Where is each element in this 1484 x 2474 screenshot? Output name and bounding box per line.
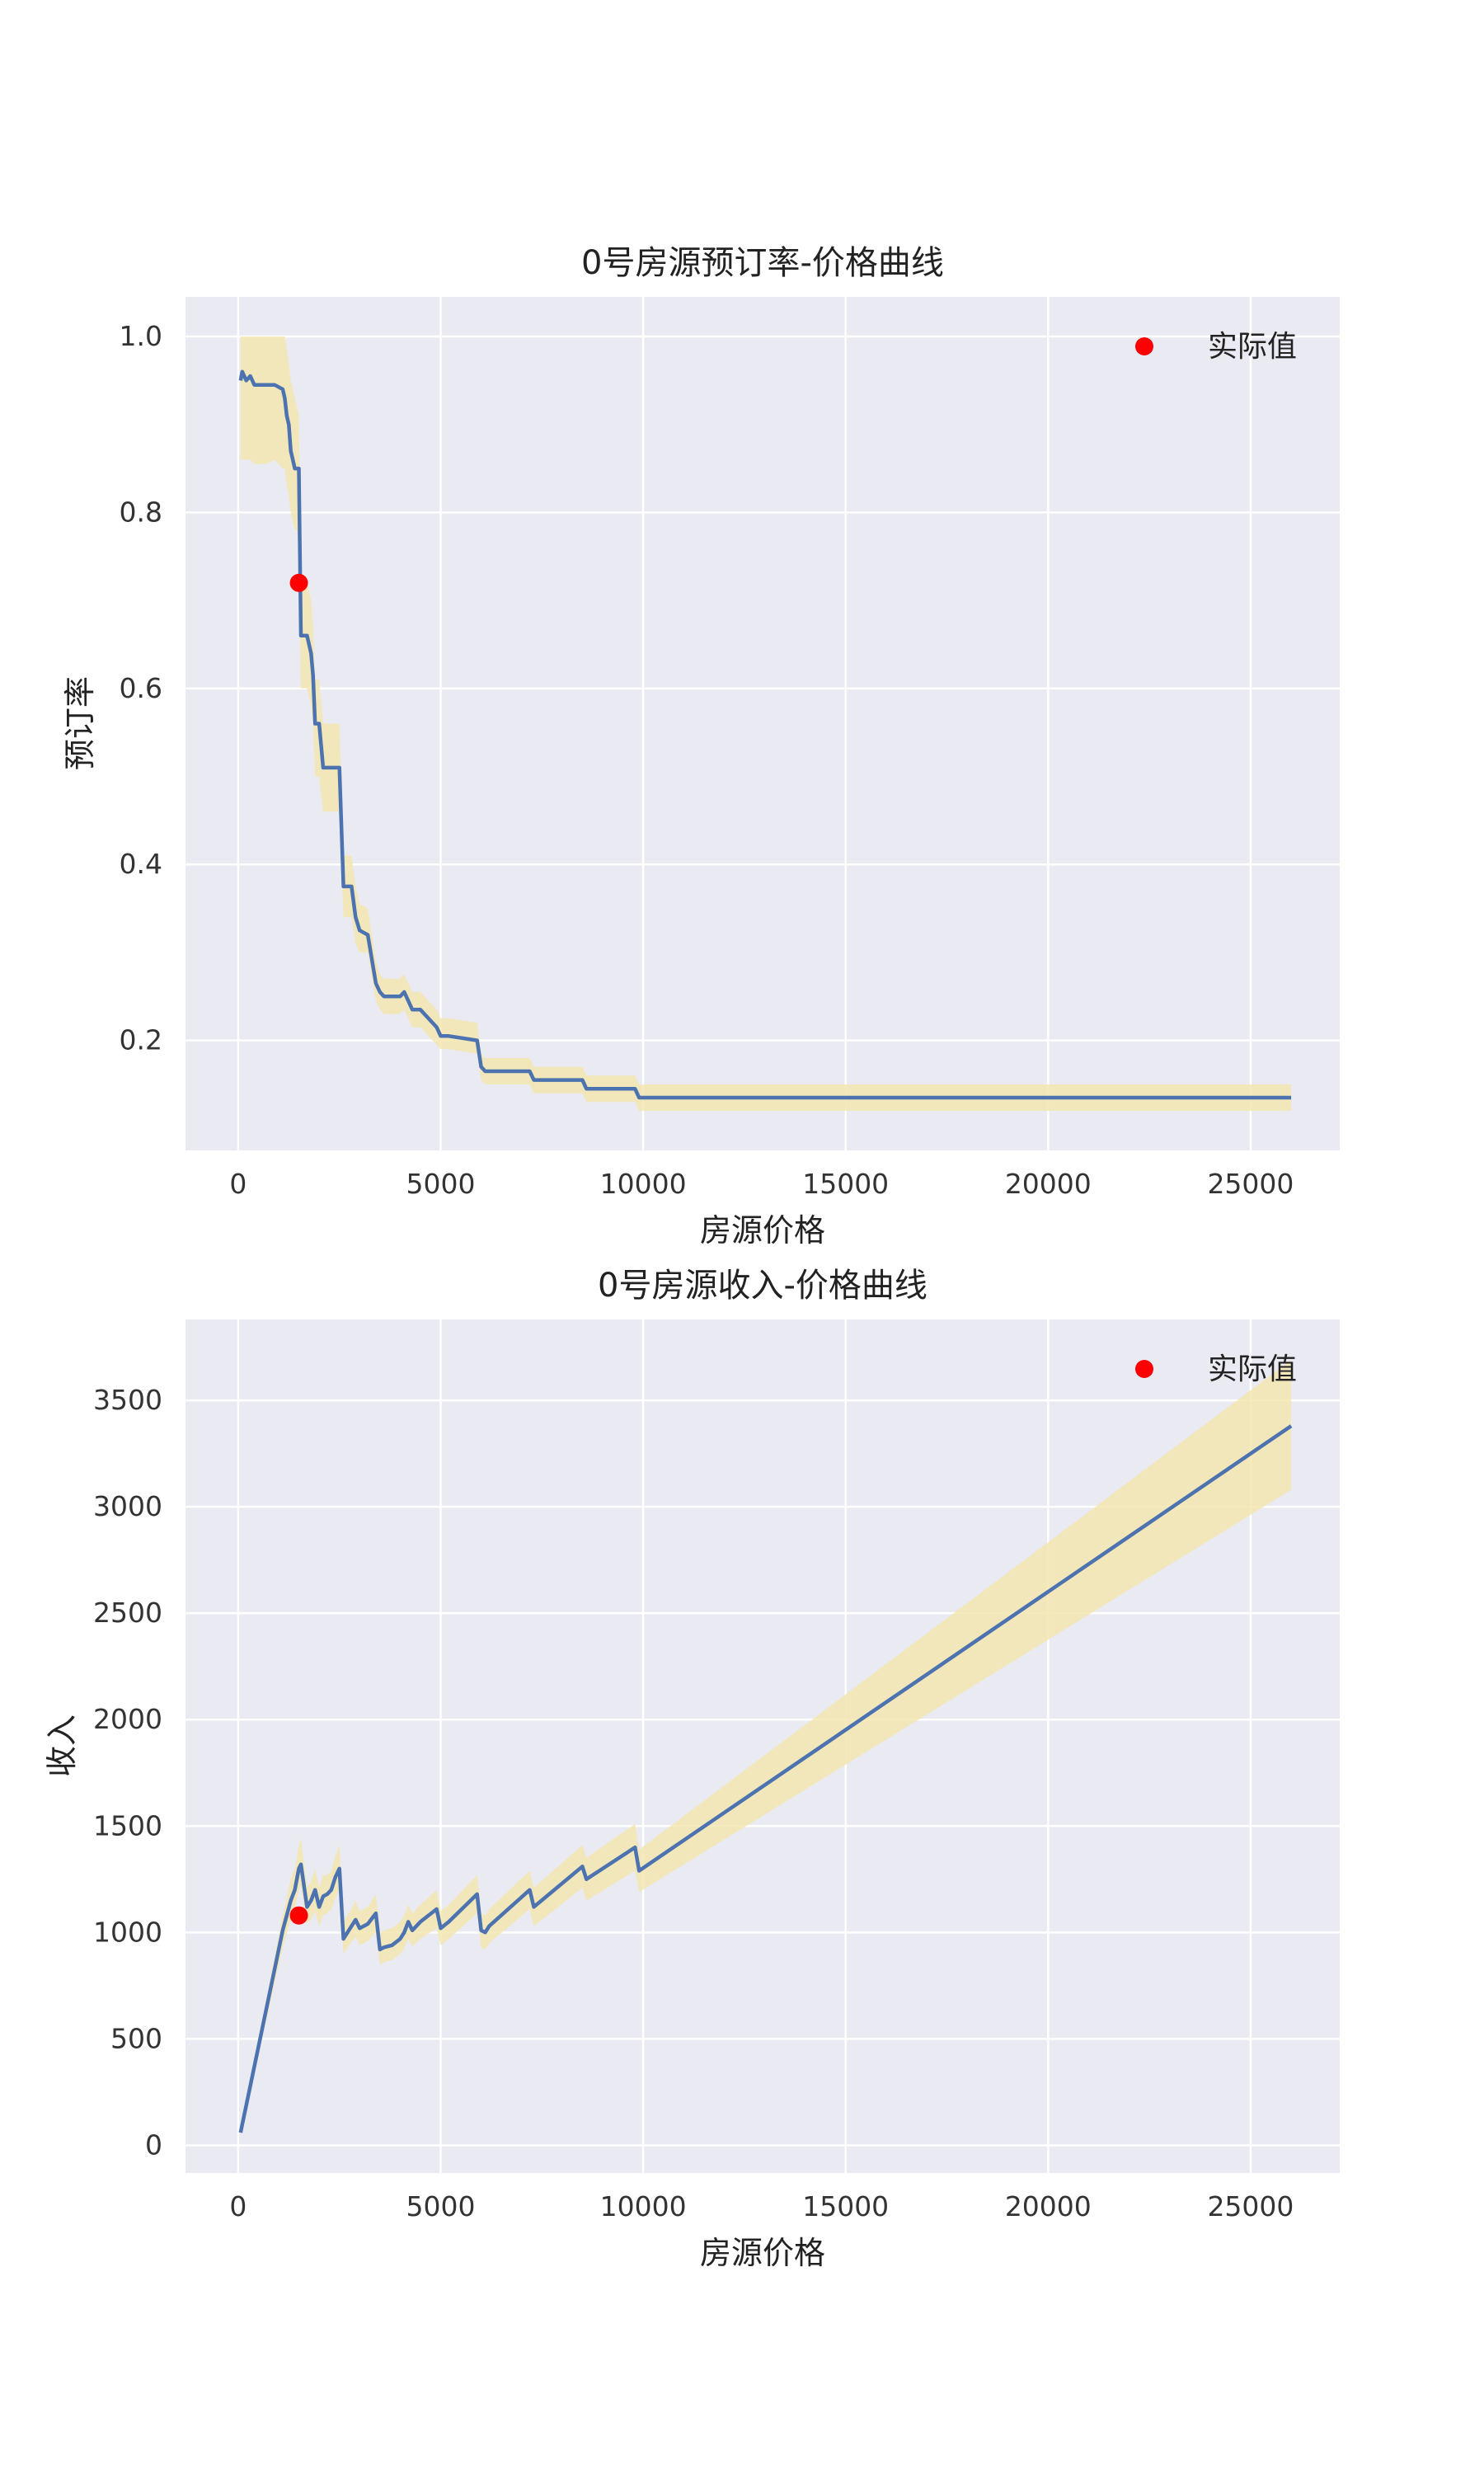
legend-label: 实际值 <box>1208 330 1297 364</box>
y-tick-label: 0.6 <box>120 672 162 704</box>
y-tick-label: 1.0 <box>120 320 162 352</box>
y-tick-label: 1000 <box>93 1916 162 1948</box>
point-layer <box>289 573 308 592</box>
y-tick-label: 1500 <box>93 1809 162 1841</box>
x-tick-label: 0 <box>229 1168 247 1200</box>
legend-marker <box>1135 1360 1153 1378</box>
y-tick-label: 0.4 <box>120 848 162 880</box>
plot-area <box>186 297 1340 1150</box>
x-tick-label: 5000 <box>406 1168 475 1200</box>
legend: 实际值 <box>1135 1352 1297 1386</box>
x-tick-label: 15000 <box>802 2190 889 2222</box>
series-line <box>238 369 1292 1100</box>
y-tick-label: 0.8 <box>120 496 162 528</box>
y-axis-label: 预订率 <box>62 676 98 770</box>
revenue-chart: 0 5000 10000 15000 20000 25000 0 500 1000 1500 20… <box>44 1267 1340 2271</box>
actual-value-point <box>289 1906 308 1925</box>
x-tick-label: 20000 <box>1005 2190 1092 2222</box>
actual-value-point <box>289 573 308 592</box>
y-tick-labels: 0.2 0.4 0.6 0.8 1.0 <box>120 320 162 1056</box>
y-tick-label: 2000 <box>93 1703 162 1735</box>
x-tick-label: 10000 <box>600 1168 687 1200</box>
legend: 实际值 <box>1135 330 1297 364</box>
y-tick-label: 3000 <box>93 1490 162 1522</box>
x-tick-label: 10000 <box>600 2190 687 2222</box>
legend-label: 实际值 <box>1208 1352 1297 1386</box>
x-tick-label: 15000 <box>802 1168 889 1200</box>
x-tick-label: 5000 <box>406 2190 475 2222</box>
x-tick-labels: 0 5000 10000 15000 20000 25000 <box>229 2190 1294 2222</box>
y-tick-label: 500 <box>110 2022 162 2054</box>
x-tick-labels: 0 5000 10000 15000 20000 25000 <box>229 1168 1294 1200</box>
booking-rate-chart: 0 5000 10000 15000 20000 25000 0.2 0.4 0.6 0.8 1.… <box>62 244 1340 1249</box>
gridlines <box>186 297 1340 1150</box>
x-tick-label: 20000 <box>1005 1168 1092 1200</box>
chart-title: 0号房源预订率-价格曲线 <box>581 244 944 282</box>
point-layer <box>289 1906 308 1925</box>
x-axis-label: 房源价格 <box>700 2235 825 2271</box>
line-layer <box>238 369 1292 1100</box>
x-tick-label: 25000 <box>1207 1168 1294 1200</box>
y-tick-label: 3500 <box>93 1384 162 1416</box>
y-tick-label: 0.2 <box>120 1024 162 1056</box>
y-tick-label: 2500 <box>93 1597 162 1629</box>
y-tick-label: 0 <box>145 2128 162 2161</box>
series-line <box>238 1424 1293 2133</box>
plot-area <box>186 1319 1340 2173</box>
y-tick-labels: 0 500 1000 1500 2000 2500 3000 3500 <box>93 1384 162 2161</box>
x-tick-label: 0 <box>229 2190 247 2222</box>
chart-title: 0号房源收入-价格曲线 <box>598 1267 928 1305</box>
y-axis-label: 收入 <box>44 1714 80 1777</box>
x-axis-label: 房源价格 <box>700 1212 825 1249</box>
legend-marker <box>1135 337 1153 355</box>
x-tick-label: 25000 <box>1207 2190 1294 2222</box>
line-layer <box>238 1424 1293 2133</box>
